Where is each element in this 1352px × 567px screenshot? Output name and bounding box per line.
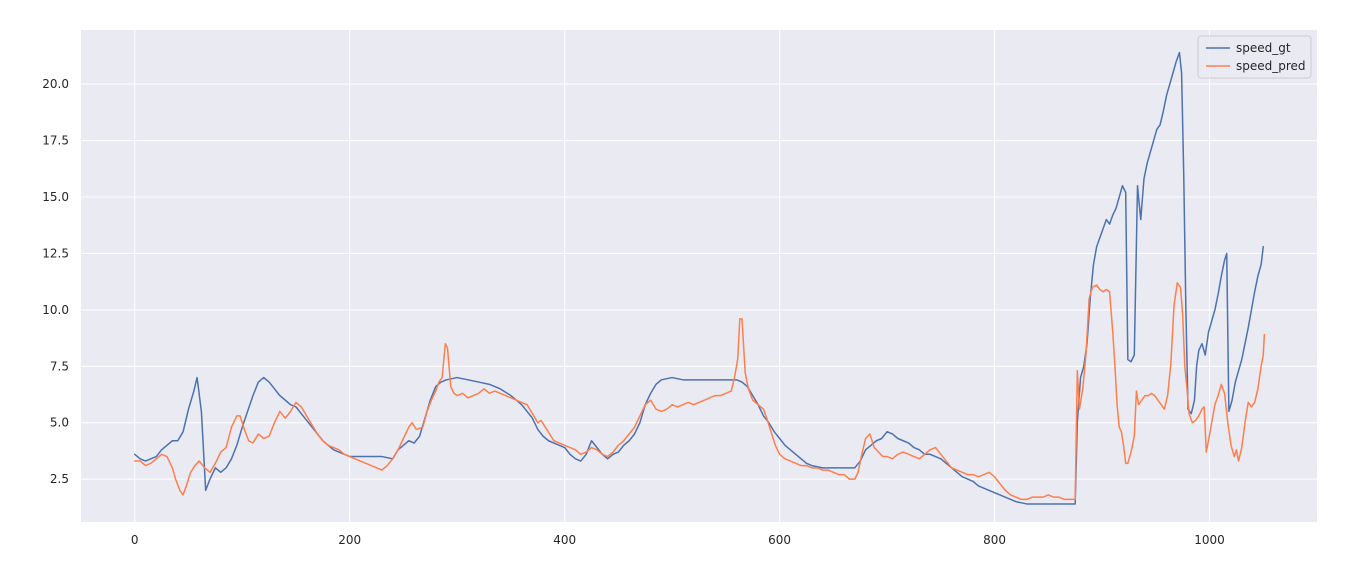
legend: speed_gt speed_pred [1197, 35, 1312, 79]
y-tick-label: 7.5 [50, 359, 69, 373]
plot-background [81, 30, 1317, 522]
x-tick-label: 1000 [1194, 533, 1225, 547]
legend-label-speed-gt: speed_gt [1236, 41, 1291, 55]
x-axis: 0 200 400 600 800 1000 [131, 533, 1225, 547]
y-tick-label: 15.0 [42, 190, 69, 204]
legend-box [1197, 35, 1312, 79]
x-tick-label: 200 [338, 533, 361, 547]
y-tick-label: 5.0 [50, 416, 69, 430]
y-axis: 2.5 5.0 7.5 10.0 12.5 15.0 17.5 20.0 [42, 77, 69, 486]
y-tick-label: 10.0 [42, 303, 69, 317]
series-layer [133, 51, 1266, 505]
y-gridlines [81, 83, 1317, 480]
legend-label-speed-pred: speed_pred [1236, 59, 1306, 73]
y-tick-label: 17.5 [42, 134, 69, 148]
y-tick-label: 2.5 [50, 472, 69, 486]
x-tick-label: 600 [768, 533, 791, 547]
y-tick-label: 12.5 [42, 246, 69, 260]
y-tick-label: 20.0 [42, 77, 69, 91]
x-tick-label: 0 [131, 533, 139, 547]
x-tick-label: 400 [553, 533, 576, 547]
x-tick-label: 800 [983, 533, 1006, 547]
series-line-speed-pred [133, 282, 1266, 501]
x-gridlines [134, 30, 1211, 522]
